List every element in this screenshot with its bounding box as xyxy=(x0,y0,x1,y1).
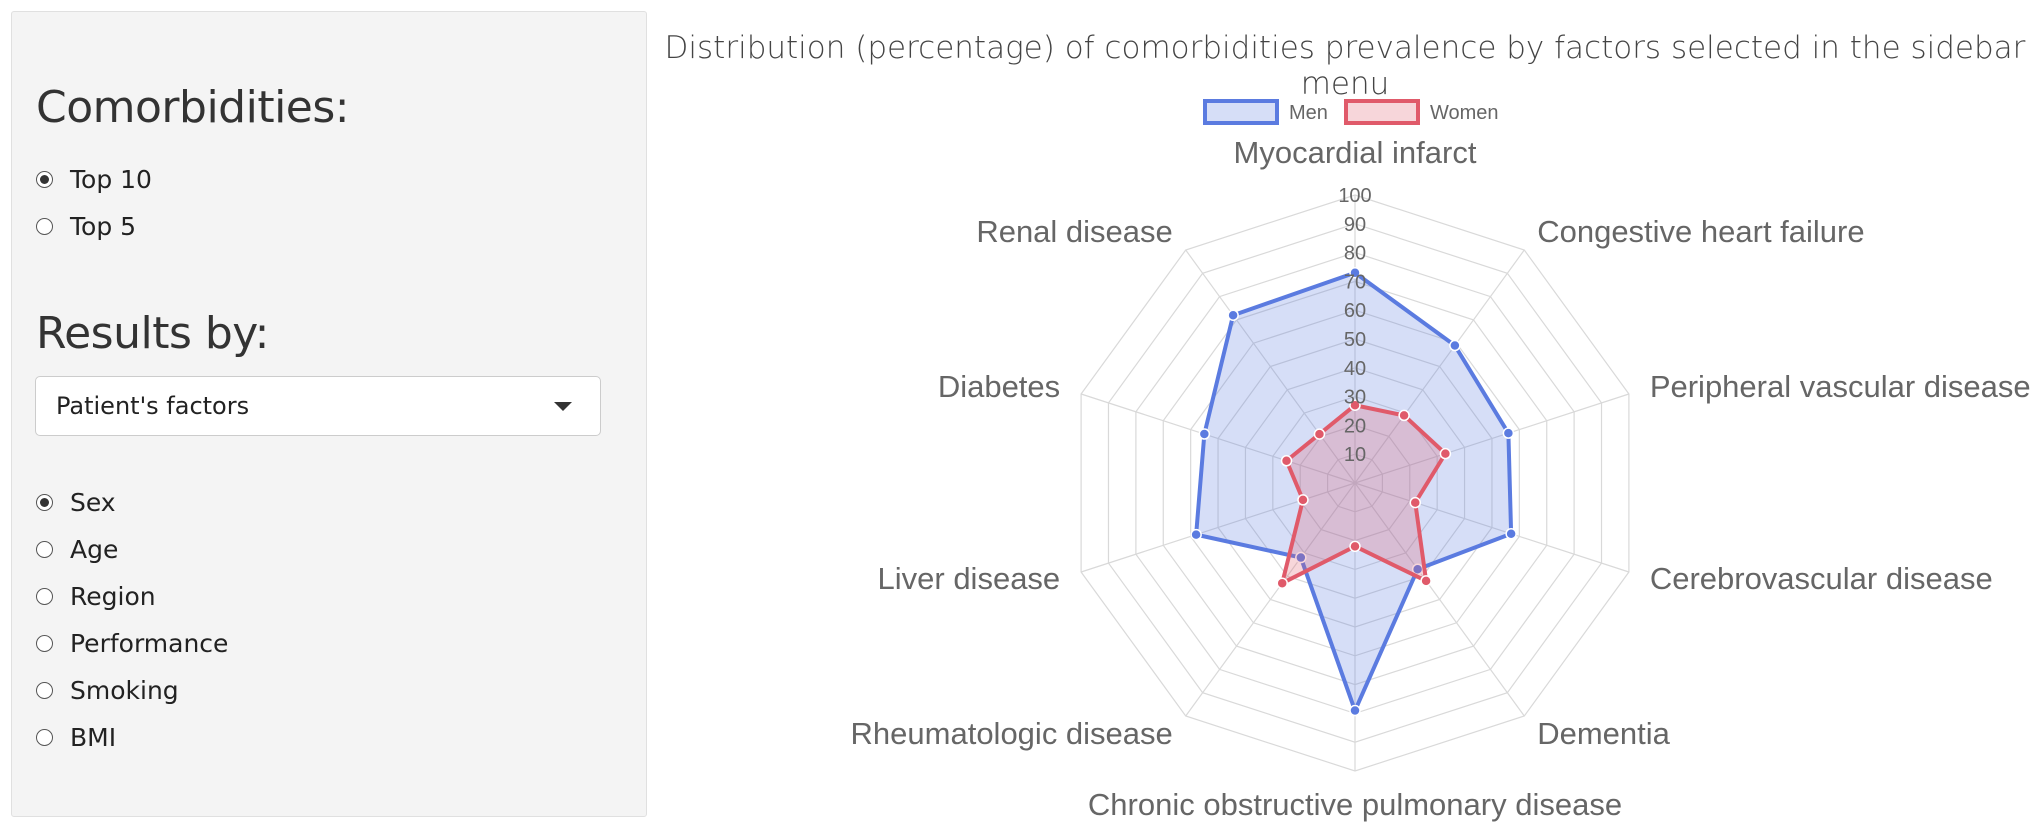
series-women-point xyxy=(1280,455,1293,467)
radar-spoke xyxy=(1185,482,1356,717)
radio-top-5[interactable]: Top 5 xyxy=(36,206,136,246)
series-men-point xyxy=(1190,528,1202,541)
radio-smoking[interactable]: Smoking xyxy=(36,670,179,710)
series-men-point xyxy=(1349,704,1361,717)
radio-label: Performance xyxy=(70,628,229,658)
radial-tick-label: 10 xyxy=(1344,444,1366,466)
radar-spoke xyxy=(1080,393,1356,484)
radial-tick-label: 20 xyxy=(1344,415,1366,437)
series-women-point xyxy=(1420,575,1432,587)
series-men-point xyxy=(1227,309,1239,321)
radio-label: Top 5 xyxy=(70,211,137,241)
series-men-point xyxy=(1198,428,1211,440)
radio-button-icon[interactable] xyxy=(36,681,53,699)
radio-age[interactable]: Age xyxy=(36,529,118,569)
category-label: Peripheral vascular disease xyxy=(1650,369,2030,404)
legend-swatch xyxy=(1344,99,1420,125)
category-label: Congestive heart failure xyxy=(1537,214,1864,249)
select-value: Patient's factors xyxy=(56,392,250,420)
radial-tick-label: 30 xyxy=(1344,387,1366,409)
series-men-point xyxy=(1505,527,1517,540)
series-women-point xyxy=(1439,447,1452,460)
series-men-point xyxy=(1295,551,1307,564)
radar-spoke xyxy=(1185,249,1356,484)
results-by-title: Results by: xyxy=(36,308,269,359)
legend-label: Women xyxy=(1430,102,1499,124)
radio-performance[interactable]: Performance xyxy=(36,623,228,663)
radio-button-icon[interactable] xyxy=(36,634,53,652)
radio-label: Sex xyxy=(70,487,116,517)
series-men-point xyxy=(1449,339,1461,352)
radar-spoke xyxy=(1354,482,1630,573)
radial-tick-label: 90 xyxy=(1344,214,1366,236)
radio-label: Age xyxy=(70,534,119,564)
legend-label: Men xyxy=(1289,102,1328,124)
chart-title: Distribution (percentage) of comorbiditi… xyxy=(664,30,2026,102)
radio-region[interactable]: Region xyxy=(36,576,156,616)
series-women-point xyxy=(1349,540,1361,553)
comorbidities-title: Comorbidities: xyxy=(36,82,350,133)
radio-label: BMI xyxy=(70,722,117,752)
radial-tick-label: 40 xyxy=(1344,358,1366,380)
category-label: Liver disease xyxy=(878,561,1061,596)
category-label: Chronic obstructive pulmonary disease xyxy=(1088,787,1622,822)
chevron-down-icon[interactable] xyxy=(554,402,572,411)
radial-tick-label: 80 xyxy=(1344,243,1366,265)
radio-button-icon[interactable] xyxy=(36,217,53,235)
radar-spoke xyxy=(1354,249,1525,484)
series-women-point xyxy=(1398,409,1410,422)
radio-button-icon[interactable] xyxy=(36,728,53,746)
radar-chart: 10 20 30 40 50 60 70 80 90 100 Myocardial infarct C… xyxy=(851,99,2030,822)
series-women-point xyxy=(1313,428,1326,440)
category-label: Dementia xyxy=(1537,716,1670,751)
radial-tick-label: 100 xyxy=(1338,185,1371,207)
category-label: Cerebrovascular disease xyxy=(1650,561,1993,596)
series-women-point xyxy=(1276,577,1288,589)
series-women-point xyxy=(1297,494,1309,506)
radio-label: Smoking xyxy=(70,675,179,705)
category-label: Myocardial infarct xyxy=(1234,135,1477,170)
radio-button-icon[interactable] xyxy=(36,493,53,511)
factor-group-select[interactable]: Patient's factors xyxy=(35,376,601,436)
series-women-point xyxy=(1409,496,1422,509)
series-women-point xyxy=(1349,399,1361,411)
radial-tick-label: 70 xyxy=(1344,271,1366,293)
radio-top-10[interactable]: Top 10 xyxy=(36,159,152,199)
radial-tick-label: 50 xyxy=(1344,329,1366,351)
series-men-point xyxy=(1349,267,1361,279)
radio-button-icon[interactable] xyxy=(36,170,53,188)
series-men-point xyxy=(1502,427,1515,439)
radar-spoke xyxy=(1354,482,1525,717)
radio-button-icon[interactable] xyxy=(36,587,53,605)
radio-bmi[interactable]: BMI xyxy=(36,717,116,757)
radar-chart-panel: Distribution (percentage) of comorbiditi… xyxy=(660,0,2030,831)
radar-spoke xyxy=(1080,482,1356,573)
radio-label: Top 10 xyxy=(70,164,152,194)
legend-swatch xyxy=(1203,99,1279,125)
radar-spoke xyxy=(1354,393,1630,484)
category-label: Diabetes xyxy=(938,369,1060,404)
category-label: Renal disease xyxy=(976,214,1172,249)
radio-button-icon[interactable] xyxy=(36,540,53,558)
category-label: Rheumatologic disease xyxy=(851,716,1173,751)
radial-tick-label: 60 xyxy=(1344,300,1366,322)
radio-label: Region xyxy=(70,581,156,611)
radio-sex[interactable]: Sex xyxy=(36,482,116,522)
